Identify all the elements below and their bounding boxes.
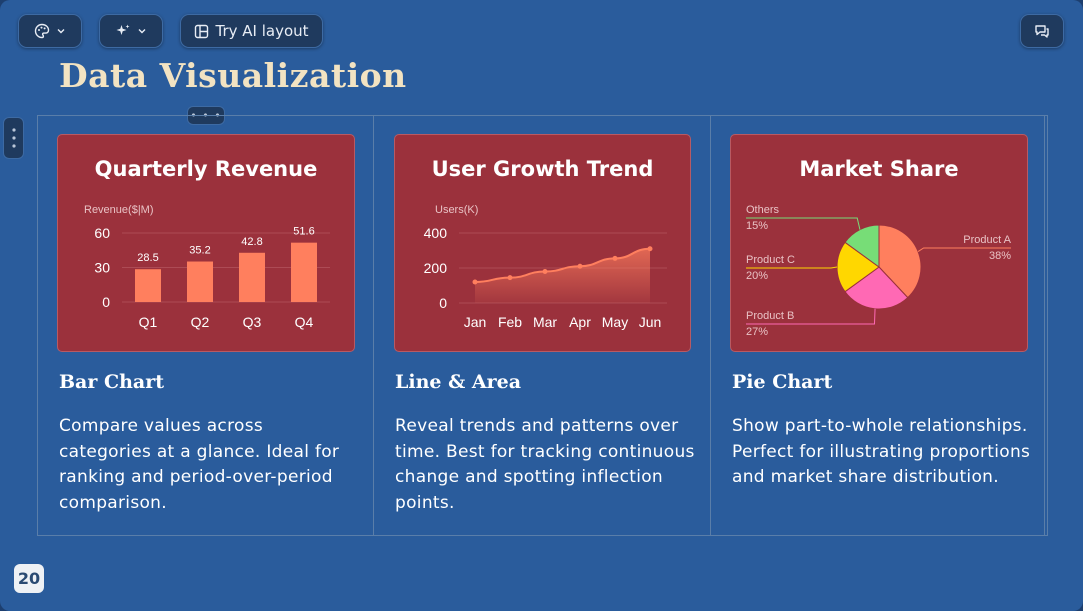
- chart-card-line[interactable]: User Growth Trend Users(K) 0 200 400 Jan Feb M…: [394, 134, 691, 352]
- data-label: 42.8: [241, 236, 262, 248]
- chevron-down-icon: [138, 29, 146, 34]
- x-tick-label: Feb: [498, 314, 522, 330]
- x-tick-label: Apr: [569, 314, 591, 330]
- y-tick-label: 30: [94, 260, 110, 276]
- slice-value: 15%: [746, 220, 768, 232]
- data-point: [542, 269, 548, 274]
- try-ai-layout-button[interactable]: Try AI layout: [180, 14, 323, 48]
- slide-title[interactable]: Data Visualization: [59, 56, 407, 95]
- theme-button[interactable]: [18, 14, 82, 48]
- y-tick-label: 0: [102, 294, 110, 310]
- y-axis-label: Revenue($|M): [84, 204, 154, 216]
- data-label: 51.6: [293, 226, 314, 238]
- block-drag-handle[interactable]: [3, 117, 24, 159]
- slice-value: 20%: [746, 270, 768, 282]
- chart-title: Market Share: [799, 157, 959, 181]
- chart-title: Quarterly Revenue: [94, 157, 318, 181]
- three-column-grid: [37, 115, 1048, 536]
- layout-icon: [195, 24, 209, 38]
- y-axis-label: Users(K): [435, 204, 478, 216]
- leader-line: [917, 247, 1011, 252]
- chart-card-bar[interactable]: Quarterly Revenue Revenue($|M) 0 30 60 28.5 Q…: [57, 134, 355, 352]
- x-tick-label: Q2: [191, 314, 210, 330]
- chevron-down-icon: [57, 29, 65, 34]
- data-point: [472, 279, 478, 285]
- palette-icon: [34, 23, 50, 39]
- chart-card-pie[interactable]: Market Share Product A 38% Product B 27% Pro…: [730, 134, 1028, 352]
- column-description[interactable]: Compare values across categories at a gl…: [59, 416, 340, 513]
- slice-value: 38%: [989, 250, 1011, 262]
- pie-slice: [878, 224, 922, 299]
- leader-line: [746, 266, 838, 269]
- x-tick-label: Mar: [533, 314, 557, 330]
- bar: [187, 261, 213, 302]
- sparkle-icon: [116, 24, 130, 35]
- slice-value: 27%: [746, 326, 768, 338]
- y-tick-label: 60: [94, 225, 110, 241]
- data-label: 28.5: [137, 252, 158, 264]
- x-tick-label: Jun: [639, 314, 662, 330]
- comments-button[interactable]: [1020, 14, 1064, 48]
- column-heading[interactable]: Bar Chart: [59, 371, 165, 393]
- column-divider: [710, 115, 711, 536]
- leader-line: [746, 308, 876, 325]
- area-fill: [475, 248, 650, 303]
- slice-name: Product A: [963, 234, 1011, 246]
- y-tick-label: 200: [424, 260, 448, 276]
- slice-name: Others: [746, 204, 780, 216]
- y-tick-label: 400: [424, 225, 448, 241]
- slice-name: Product B: [746, 310, 794, 322]
- column-divider: [373, 115, 374, 536]
- y-tick-label: 0: [439, 295, 447, 311]
- x-tick-label: Q3: [243, 314, 262, 330]
- pie-chart: Product A 38% Product B 27% Product C 20% Othe…: [746, 204, 1012, 338]
- data-point: [507, 275, 513, 281]
- column-divider: [1044, 115, 1045, 536]
- drag-dots-icon: [11, 128, 16, 148]
- bar-chart: Revenue($|M) 0 30 60 28.5 Q1 35.2 Q2 42.8 Q3 51.6 Q…: [84, 204, 330, 330]
- column-description[interactable]: Show part-to-whole relationships. Perfec…: [732, 416, 1031, 487]
- area-chart: Users(K) 0 200 400 Jan Feb Mar Apr May Jun: [424, 204, 667, 330]
- data-point: [647, 246, 653, 252]
- data-label: 35.2: [189, 245, 210, 257]
- data-point: [612, 255, 618, 261]
- bar: [239, 252, 265, 302]
- series-line: [474, 247, 651, 283]
- x-tick-label: Q1: [139, 314, 158, 330]
- column-heading[interactable]: Pie Chart: [732, 371, 833, 393]
- page-number: 20: [14, 564, 44, 593]
- try-ai-layout-label: Try AI layout: [215, 22, 309, 40]
- data-point: [577, 263, 583, 269]
- x-tick-label: May: [602, 314, 628, 330]
- bar: [291, 242, 317, 302]
- bar: [135, 269, 161, 302]
- x-tick-label: Q4: [295, 314, 314, 330]
- x-tick-label: Jan: [464, 314, 487, 330]
- column-description[interactable]: Reveal trends and patterns over time. Be…: [395, 416, 695, 513]
- chart-title: User Growth Trend: [431, 157, 654, 181]
- comments-icon: [1035, 25, 1049, 38]
- slice-name: Product C: [746, 254, 795, 266]
- leader-line: [746, 217, 861, 230]
- column-heading[interactable]: Line & Area: [395, 371, 522, 393]
- ai-menu-button[interactable]: [99, 14, 163, 48]
